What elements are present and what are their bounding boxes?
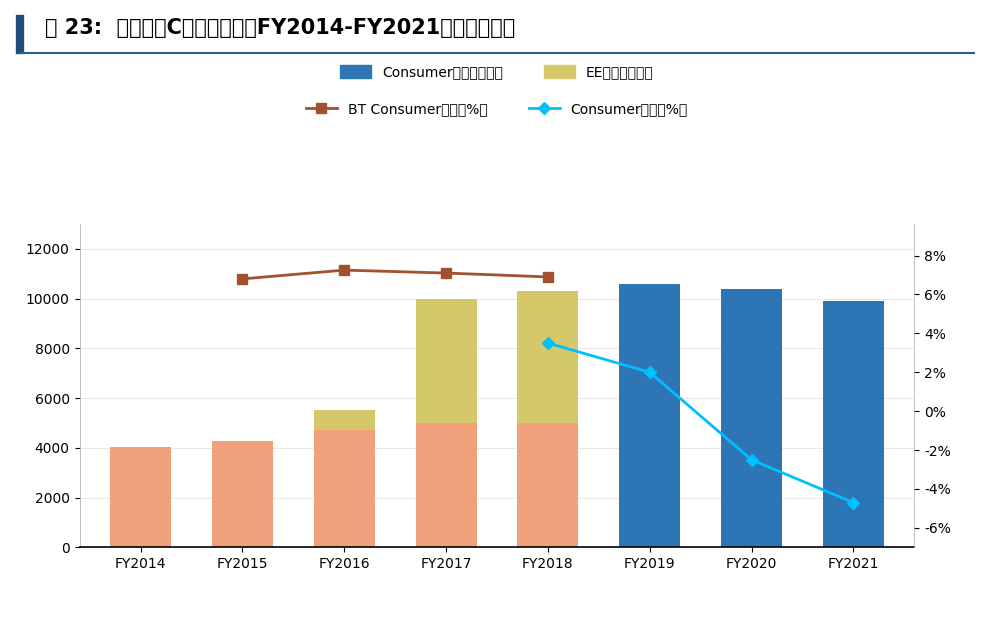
Text: 图 23:  英国电信C端收入推移（FY2014-FY2021，百万英镑）: 图 23: 英国电信C端收入推移（FY2014-FY2021，百万英镑） [45, 18, 515, 38]
Bar [517, 290, 579, 423]
Bar [415, 423, 477, 547]
Bar [721, 289, 782, 547]
Bar [415, 299, 477, 423]
Bar [314, 410, 375, 430]
Bar [823, 301, 884, 547]
Legend: Consumer（百万英镑）, EE（百万英镑）: Consumer（百万英镑）, EE（百万英镑） [335, 60, 659, 85]
Bar [314, 430, 375, 547]
Bar [517, 423, 579, 547]
Legend: BT Consumer增速（%）, Consumer增速（%）: BT Consumer增速（%）, Consumer增速（%） [300, 97, 694, 123]
Bar [110, 447, 171, 547]
Bar [619, 284, 680, 547]
Bar [212, 441, 273, 547]
